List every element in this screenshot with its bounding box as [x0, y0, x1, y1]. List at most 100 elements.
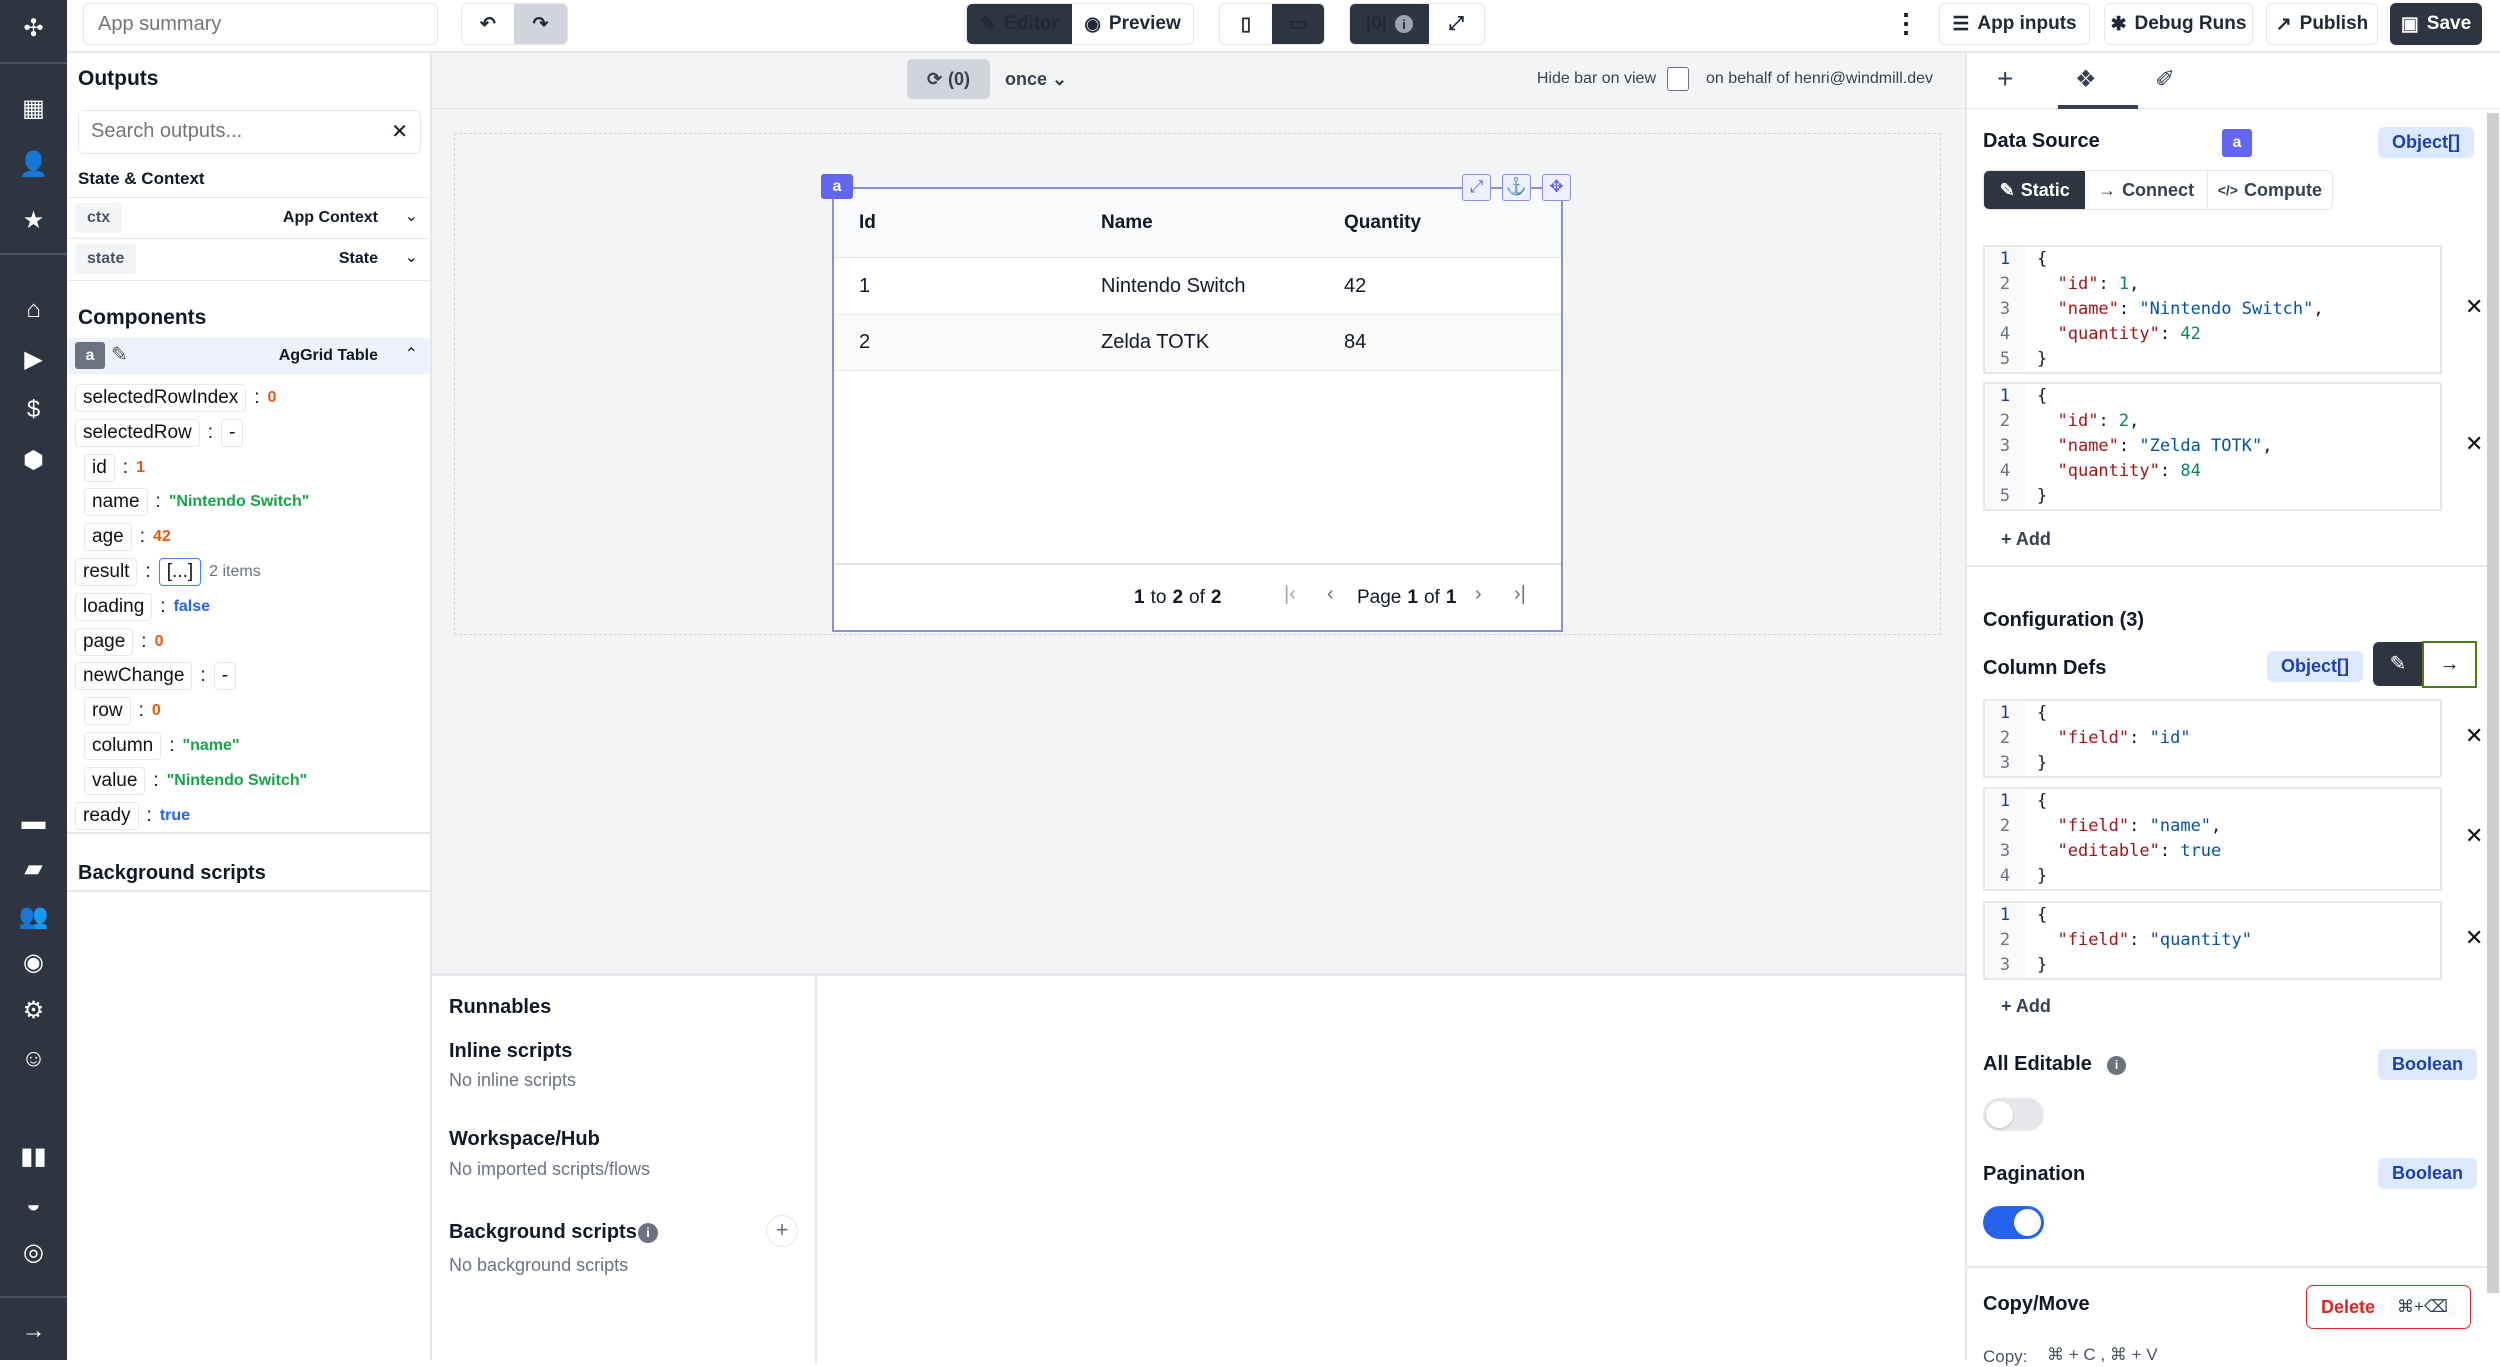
connect-column-defs-button[interactable]: →: [2422, 641, 2477, 688]
output-key[interactable]: name: [84, 488, 148, 517]
edit-column-defs-button[interactable]: ✎: [2373, 642, 2423, 686]
output-key[interactable]: loading: [75, 592, 153, 621]
users-gear-icon[interactable]: 👥: [18, 903, 49, 930]
add-data-item-button[interactable]: + Add: [2001, 529, 2051, 549]
output-key[interactable]: ready: [75, 801, 139, 830]
aggrid-table-component[interactable]: Id Name Quantity 1 Nintendo Switch 42 2 …: [832, 187, 1563, 632]
edit-pencil-icon[interactable]: ✎: [111, 344, 128, 366]
code-line: 2 "field": "quantity": [1985, 928, 2440, 953]
ctx-row[interactable]: ctx App Context ⌄: [67, 197, 430, 239]
output-key[interactable]: row: [84, 697, 131, 726]
remove-item-icon[interactable]: ✕: [2465, 293, 2484, 319]
component-id-label[interactable]: a: [821, 174, 853, 199]
column-def-editor[interactable]: 1{2 "field": "name", 3 "editable": true 4}: [1983, 787, 2442, 891]
remove-item-icon[interactable]: ✕: [2465, 430, 2484, 456]
debug-runs-button[interactable]: ✱ Debug Runs: [2104, 3, 2253, 45]
delete-button[interactable]: Delete ⌘+⌫: [2306, 1285, 2471, 1329]
output-key[interactable]: age: [84, 523, 132, 552]
column-def-editor[interactable]: 1{2 "field": "quantity" 3}: [1983, 901, 2442, 980]
first-page-icon[interactable]: |‹: [1284, 583, 1296, 605]
more-menu-icon[interactable]: ⋮: [1893, 8, 1919, 38]
output-key[interactable]: value: [84, 766, 146, 795]
user-icon[interactable]: 👤: [18, 151, 49, 178]
publish-button[interactable]: ↗ Publish: [2266, 3, 2378, 45]
discord-icon[interactable]: ◒: [26, 1191, 41, 1218]
data-item-editor[interactable]: 1{2 "id": 2, 3 "name": "Zelda TOTK", 4 "qu…: [1983, 382, 2442, 511]
column-def-editor[interactable]: 1{2 "field": "id" 3}: [1983, 699, 2442, 778]
clear-search-icon[interactable]: ✕: [391, 121, 408, 143]
star-icon[interactable]: ★: [22, 207, 45, 234]
move-icon[interactable]: ✥: [1542, 174, 1571, 201]
data-item-editor[interactable]: 1{2 "id": 1, 3 "name": "Nintendo Switch",…: [1983, 245, 2442, 374]
debug-indicator-button[interactable]: |0| i: [1350, 4, 1429, 44]
undo-button[interactable]: ↶: [480, 13, 496, 35]
cell-name[interactable]: Zelda TOTK: [1101, 331, 1210, 353]
remove-item-icon[interactable]: ✕: [2465, 722, 2484, 748]
pagination-toggle[interactable]: [1983, 1206, 2044, 1239]
add-column-def-button[interactable]: + Add: [2001, 996, 2051, 1016]
table-row[interactable]: 2 Zelda TOTK 84: [834, 315, 1561, 371]
fullscreen-button[interactable]: ⤢: [1429, 4, 1484, 44]
connect-mode-tab[interactable]: → Connect: [2085, 171, 2208, 209]
output-key[interactable]: page: [75, 627, 134, 656]
column-header-id[interactable]: Id: [859, 212, 876, 233]
desktop-view-button[interactable]: ▭: [1272, 4, 1324, 44]
redo-button[interactable]: ↷: [514, 4, 567, 44]
next-page-icon[interactable]: ›: [1475, 583, 1482, 605]
all-editable-toggle[interactable]: [1983, 1098, 2044, 1131]
scrollbar[interactable]: [2487, 113, 2499, 1293]
run-mode-select[interactable]: once ⌄: [1005, 69, 1067, 90]
previous-page-icon[interactable]: ‹: [1327, 583, 1334, 605]
save-button[interactable]: ▣ Save: [2390, 3, 2482, 45]
table-row[interactable]: 1 Nintendo Switch 42: [834, 258, 1561, 315]
arrow-right-icon[interactable]: →: [21, 1317, 46, 1344]
remove-item-icon[interactable]: ✕: [2465, 823, 2484, 848]
app-summary-input[interactable]: [83, 3, 438, 45]
robot-icon[interactable]: ☺: [21, 1045, 46, 1072]
cell-name[interactable]: Nintendo Switch: [1101, 275, 1246, 297]
building-icon[interactable]: ▦: [22, 95, 45, 122]
output-key[interactable]: column: [84, 732, 162, 760]
compute-mode-tab[interactable]: </> Compute: [2208, 171, 2332, 209]
state-row[interactable]: state State ⌄: [67, 239, 430, 281]
output-value-toggle[interactable]: [...]: [158, 558, 202, 586]
add-background-script-button[interactable]: +: [766, 1215, 798, 1247]
hide-bar-checkbox[interactable]: [1667, 67, 1689, 91]
eye-icon[interactable]: ◉: [23, 949, 44, 976]
play-icon[interactable]: ▶: [24, 346, 43, 373]
home-icon[interactable]: ⌂: [26, 296, 41, 323]
book-icon[interactable]: ▮▮: [20, 1143, 47, 1170]
output-key[interactable]: id: [84, 453, 115, 482]
gear-icon[interactable]: ⚙: [22, 997, 45, 1024]
output-value-toggle[interactable]: -: [221, 418, 244, 447]
remove-item-icon[interactable]: ✕: [2465, 924, 2484, 950]
dollar-icon[interactable]: $: [26, 396, 41, 423]
github-icon[interactable]: ◎: [23, 1239, 44, 1266]
output-key[interactable]: result: [75, 558, 138, 586]
output-tree-item: column: "name": [84, 732, 240, 760]
anchor-icon[interactable]: ⚓: [1502, 174, 1531, 201]
search-outputs-input[interactable]: [79, 111, 369, 151]
editor-tab[interactable]: ✎ Editor: [967, 4, 1073, 44]
brush-tab-icon[interactable]: ✐: [2155, 66, 2176, 93]
output-key[interactable]: selectedRow: [75, 418, 200, 447]
preview-tab[interactable]: ◉ Preview: [1072, 4, 1193, 44]
folder-open-icon[interactable]: ▰: [24, 855, 43, 882]
static-mode-tab[interactable]: ✎ Static: [1984, 171, 2086, 209]
last-page-icon[interactable]: ›|: [1514, 583, 1526, 605]
output-value-toggle[interactable]: -: [213, 662, 237, 691]
output-key[interactable]: newChange: [75, 662, 193, 691]
component-row-aggrid[interactable]: a ✎ AgGrid Table ⌃: [67, 338, 430, 374]
expand-icon[interactable]: ⤢: [1462, 174, 1491, 201]
components-tab-icon[interactable]: ❖: [2075, 66, 2097, 93]
mobile-view-button[interactable]: ▯: [1220, 4, 1272, 44]
cubes-icon[interactable]: ⬢: [23, 447, 44, 474]
insert-tab-plus-icon[interactable]: +: [1997, 63, 2014, 94]
cell-quantity: 42: [1344, 275, 1367, 297]
output-key[interactable]: selectedRowIndex: [75, 384, 247, 412]
calendar-icon[interactable]: ▬: [21, 808, 46, 835]
app-inputs-button[interactable]: ☰ App inputs: [1939, 3, 2090, 45]
column-header-quantity[interactable]: Quantity: [1344, 212, 1422, 233]
refresh-button[interactable]: ⟳ (0): [907, 59, 990, 99]
column-header-name[interactable]: Name: [1101, 212, 1153, 233]
